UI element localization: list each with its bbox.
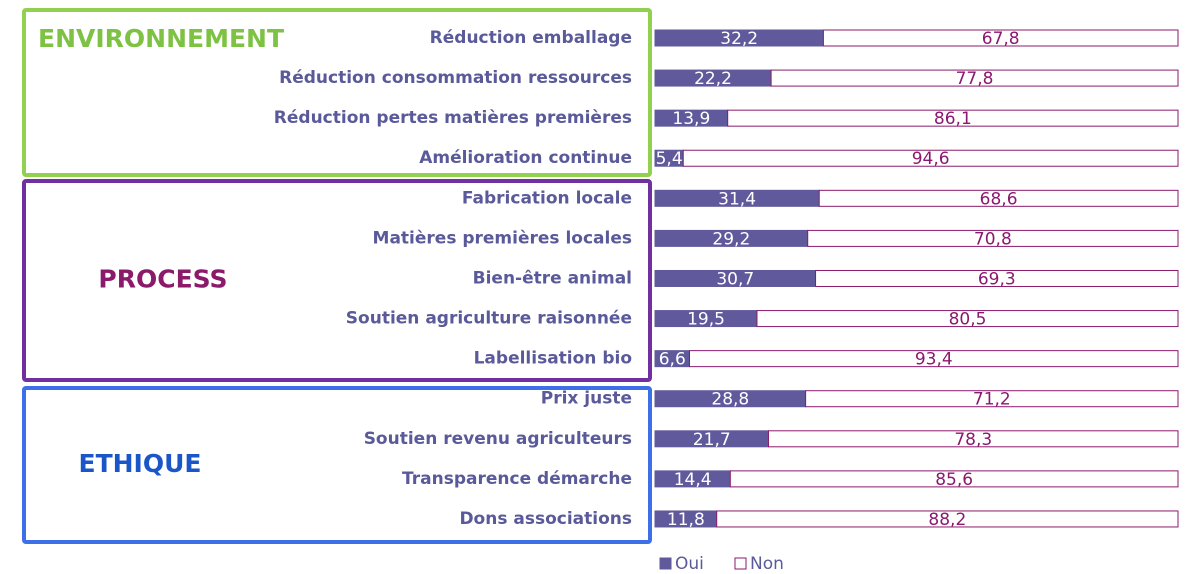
category-label: Labellisation bio (474, 349, 632, 369)
value-label: 22,2 (694, 69, 732, 89)
category-label: Soutien revenu agriculteurs (364, 429, 632, 449)
value-label: 71,2 (973, 390, 1011, 410)
value-label: 19,5 (687, 310, 725, 330)
category-label: Réduction consommation ressources (279, 68, 632, 88)
category-label: Réduction pertes matières premières (274, 108, 632, 128)
bar-segment (756, 310, 1179, 328)
value-label: 31,4 (718, 189, 756, 209)
category-label: Amélioration continue (419, 148, 632, 168)
legend-swatch (659, 557, 672, 570)
bar-segment (815, 269, 1179, 287)
bar-segment (767, 430, 1179, 448)
value-label: 28,8 (711, 390, 749, 410)
value-label: 78,3 (954, 430, 992, 450)
category-label: Réduction emballage (430, 28, 632, 48)
value-label: 21,7 (693, 430, 731, 450)
value-label: 67,8 (982, 29, 1020, 49)
value-label: 85,6 (935, 470, 973, 490)
value-label: 13,9 (672, 109, 710, 129)
category-label: Prix juste (541, 389, 632, 409)
value-label: 86,1 (934, 109, 972, 129)
bar-segment (727, 109, 1179, 127)
bar-segment (770, 69, 1179, 87)
value-label: 14,4 (674, 470, 712, 490)
value-label: 94,6 (912, 149, 950, 169)
value-label: 93,4 (915, 350, 953, 370)
bar-segment (729, 470, 1179, 488)
bar-segment (807, 229, 1179, 247)
value-label: 80,5 (949, 310, 987, 330)
value-label: 6,6 (659, 350, 686, 370)
value-label: 11,8 (667, 510, 705, 530)
legend-swatch (734, 557, 747, 570)
bar-segment (682, 149, 1179, 167)
group-label: ETHIQUE (79, 449, 202, 478)
legend-label: Non (750, 554, 784, 574)
bar-segment (818, 189, 1179, 207)
bar-segment (822, 29, 1179, 47)
value-label: 32,2 (720, 29, 758, 49)
category-label: Dons associations (459, 509, 632, 529)
category-label: Matières premières locales (373, 228, 632, 248)
category-label: Soutien agriculture raisonnée (346, 309, 632, 329)
group-label: PROCESS (98, 265, 227, 294)
value-label: 68,6 (980, 189, 1018, 209)
value-label: 5,4 (656, 149, 683, 169)
group-label: ENVIRONNEMENT (38, 24, 284, 53)
legend-label: Oui (675, 554, 704, 574)
category-label: Transparence démarche (402, 469, 632, 489)
value-label: 77,8 (956, 69, 994, 89)
bar-segment (716, 510, 1179, 528)
group-box (22, 179, 652, 382)
group-box (22, 8, 652, 177)
bar-segment (805, 390, 1179, 408)
category-label: Fabrication locale (462, 188, 632, 208)
category-label: Bien-être animal (473, 268, 632, 288)
value-label: 69,3 (978, 269, 1016, 289)
value-label: 88,2 (928, 510, 966, 530)
value-label: 70,8 (974, 229, 1012, 249)
bar-segment (689, 350, 1179, 368)
value-label: 30,7 (716, 269, 754, 289)
value-label: 29,2 (712, 229, 750, 249)
group-box (22, 386, 652, 544)
